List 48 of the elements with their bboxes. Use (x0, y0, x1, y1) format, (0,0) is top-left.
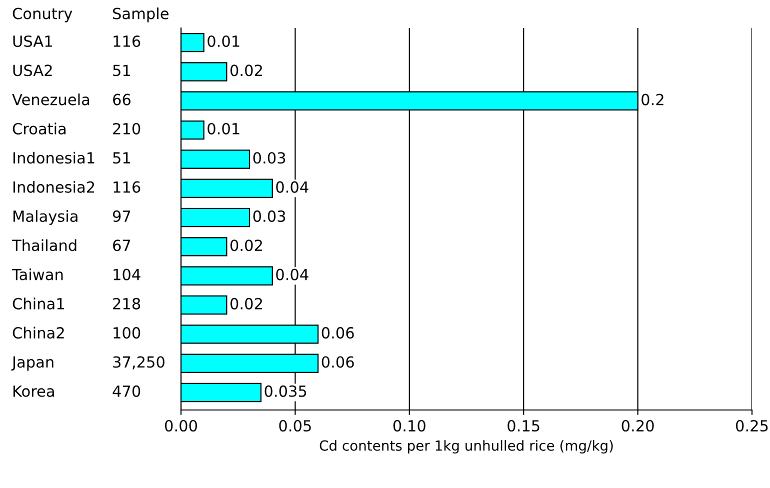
y-tick-label: Indonesia1 (14, 152, 94, 164)
text: 116 (114, 181, 140, 193)
y-tick-label: USA1 (13, 35, 52, 48)
text: 116 (114, 35, 140, 48)
text: 210 (113, 122, 140, 134)
data-label: 0.06 (322, 356, 354, 368)
text: 51 (113, 64, 130, 76)
y-tick-label: Japan (11, 356, 54, 371)
data-label: 0.06 (322, 327, 354, 339)
text: Conutry (12, 8, 72, 22)
x-axis-title: Cd contents per 1kg unhulled rice (mg/kg) (320, 440, 613, 454)
text: 37,250 (113, 356, 164, 370)
y-tick-label: Thailand (12, 239, 76, 252)
data-label: 0.02 (230, 64, 262, 76)
data-label: 0.03 (253, 210, 286, 222)
x-tick-label: 0.25 (736, 420, 768, 432)
x-tick-label: 0.05 (279, 420, 311, 432)
data-label: 0.2 (642, 94, 664, 106)
text: 104 (114, 268, 140, 280)
text: Sample (113, 7, 168, 22)
data-label: 0.01 (208, 122, 240, 134)
y-tick-label: Venezuela (12, 94, 90, 106)
text: 470 (112, 385, 140, 397)
y-tick-label: USA2 (13, 64, 52, 76)
y-tick-label: China1 (12, 298, 64, 310)
data-label: 0.02 (230, 240, 262, 252)
data-label: 0.04 (276, 268, 308, 280)
y-tick-label: Malaysia (14, 210, 78, 225)
data-label: 0.02 (230, 298, 262, 310)
x-tick-label: 0.15 (508, 420, 540, 432)
text: 100 (114, 327, 140, 339)
y-tick-label: Taiwan (12, 268, 63, 280)
y-tick-label: Korea (14, 386, 54, 397)
x-tick-label: 0.00 (165, 420, 197, 432)
y-tick-label: Indonesia2 (14, 180, 94, 193)
y-tick-label: China2 (12, 326, 64, 339)
x-tick-label: 0.20 (622, 420, 654, 432)
data-label: 0.035 (264, 385, 306, 397)
data-label: 0.03 (253, 152, 286, 164)
text: 66 (113, 94, 130, 106)
text: 218 (113, 298, 140, 310)
data-label: 0.04 (276, 181, 308, 193)
x-tick-label: 0.10 (393, 420, 426, 432)
data-label: 0.01 (208, 35, 240, 48)
text: 67 (113, 240, 130, 252)
y-tick-label: Croatia (12, 122, 66, 134)
text: 51 (113, 152, 130, 164)
text: 97 (112, 210, 130, 222)
